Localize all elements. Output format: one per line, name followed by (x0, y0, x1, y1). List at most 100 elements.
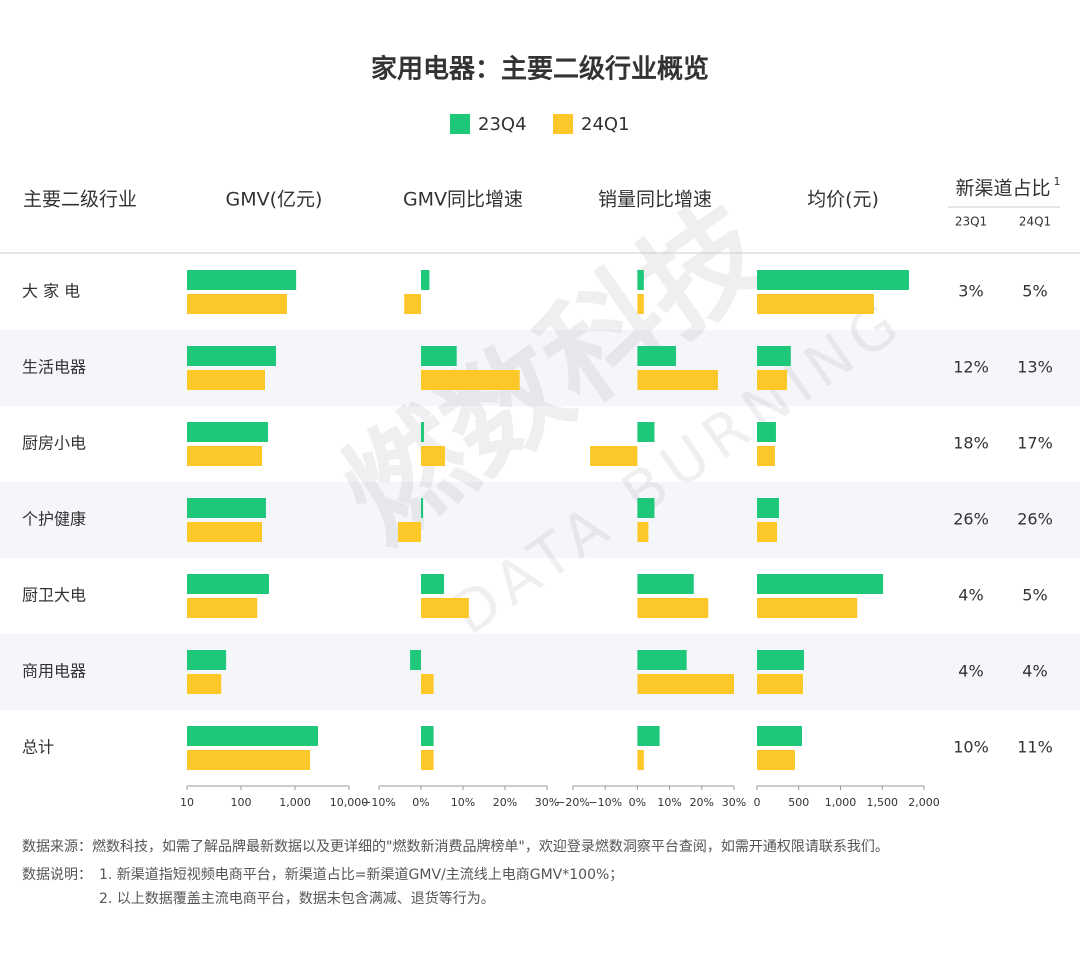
share-value: 4% (958, 586, 983, 605)
bar (757, 370, 788, 390)
footnote-mark: 1 (1054, 175, 1061, 188)
bar (757, 422, 776, 442)
bar (757, 446, 775, 466)
bar (187, 726, 319, 746)
legend-label: 24Q1 (581, 114, 630, 135)
x-tick-label: 30% (535, 796, 559, 809)
bar (757, 650, 805, 670)
x-tick-label: 20% (493, 796, 517, 809)
x-tick-label: 0% (629, 796, 646, 809)
share-value: 3% (958, 282, 983, 301)
share-value: 10% (953, 738, 989, 757)
bar (410, 650, 421, 670)
bar (404, 294, 421, 314)
bar (637, 498, 655, 518)
x-tick-label: 10 (180, 796, 194, 809)
share-value: 4% (1022, 662, 1047, 681)
column-subheader: 23Q1 (955, 215, 987, 229)
x-tick-label: 0 (754, 796, 761, 809)
x-tick-label: 100 (231, 796, 252, 809)
bar (637, 294, 644, 314)
bar (757, 270, 909, 290)
bar (757, 522, 778, 542)
bar (421, 598, 469, 618)
bar (187, 574, 269, 594)
legend-swatch (450, 114, 470, 134)
legend-swatch (553, 114, 573, 134)
x-tick-label: 1,000 (825, 796, 857, 809)
row-label: 厨卫大电 (22, 586, 86, 605)
x-tick-label: 1,500 (867, 796, 899, 809)
bar (637, 650, 687, 670)
bar (637, 726, 660, 746)
bar (757, 346, 791, 366)
x-tick-label: 10,000 (330, 796, 369, 809)
x-tick-label: 500 (788, 796, 809, 809)
column-subheader: 24Q1 (1019, 215, 1051, 229)
note-label: 数据说明： (22, 867, 92, 883)
bar (421, 370, 520, 390)
column-header: 均价(元) (807, 189, 879, 211)
x-tick-label: 10% (657, 796, 681, 809)
share-value: 13% (1017, 358, 1053, 377)
bar (421, 750, 434, 770)
bar (421, 270, 430, 290)
x-tick-label: 10% (451, 796, 475, 809)
bar (397, 522, 421, 542)
x-tick-label: 1,000 (279, 796, 311, 809)
row-band (0, 634, 1080, 710)
x-tick-label: 20% (690, 796, 714, 809)
bar (187, 446, 263, 466)
row-band (0, 330, 1080, 406)
share-value: 5% (1022, 282, 1047, 301)
bar (637, 674, 734, 694)
bar (187, 522, 263, 542)
bar (421, 422, 424, 442)
row-band (0, 482, 1080, 558)
bar (421, 498, 424, 518)
bar (757, 750, 795, 770)
bar (637, 370, 718, 390)
row-label: 厨房小电 (22, 434, 86, 453)
bar (757, 294, 874, 314)
bar (421, 674, 434, 694)
share-value: 26% (953, 510, 989, 529)
note-source: 数据来源：燃数科技，如需了解品牌最新数据以及更详细的"燃数新消费品牌榜单"，欢迎… (22, 838, 889, 855)
bar (187, 294, 287, 314)
bar (187, 750, 311, 770)
row-label: 大 家 电 (22, 282, 80, 301)
x-tick-label: 2,000 (908, 796, 940, 809)
bar (637, 270, 644, 290)
x-tick-label: 0% (412, 796, 429, 809)
bar (187, 674, 222, 694)
row-label: 商用电器 (22, 662, 86, 681)
bar (187, 498, 266, 518)
bar (421, 346, 457, 366)
bar (187, 598, 258, 618)
bar (187, 270, 297, 290)
bar (757, 598, 858, 618)
bar (637, 422, 655, 442)
share-value: 17% (1017, 434, 1053, 453)
chart-title: 家用电器：主要二级行业概览 (371, 54, 709, 85)
column-header: 主要二级行业 (23, 189, 137, 211)
legend-label: 23Q4 (478, 114, 527, 135)
bar (637, 598, 709, 618)
share-value: 11% (1017, 738, 1053, 757)
bar (637, 346, 677, 366)
bar (421, 446, 445, 466)
share-value: 5% (1022, 586, 1047, 605)
share-value: 4% (958, 662, 983, 681)
x-tick-label: 30% (722, 796, 746, 809)
row-backgrounds (0, 330, 1080, 710)
bar (637, 574, 694, 594)
row-label: 生活电器 (22, 358, 86, 377)
note-text: 1. 新渠道指短视频电商平台，新渠道占比=新渠道GMV/主流线上电商GMV*10… (99, 867, 623, 883)
bar (757, 726, 803, 746)
bar (187, 650, 227, 670)
bar (637, 750, 644, 770)
row-label: 总计 (22, 738, 54, 757)
bar (637, 522, 649, 542)
bar (187, 370, 265, 390)
